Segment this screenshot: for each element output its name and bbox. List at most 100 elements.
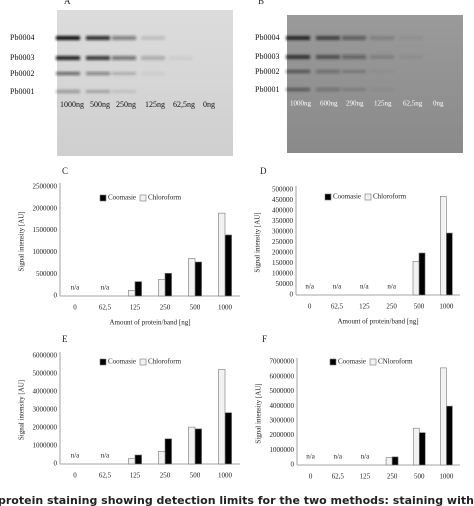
- lane-label: 62,5ng: [173, 100, 195, 109]
- y-tick-label: 450000: [272, 196, 294, 204]
- gel-band: [286, 36, 310, 40]
- y-tick-label: 7000000: [270, 358, 295, 366]
- legend-label: Coomasie: [108, 194, 136, 202]
- y-tick-label: 500000: [36, 270, 58, 278]
- bar: [164, 273, 172, 297]
- gel-band: [286, 88, 310, 91]
- x-tick-label: 1000: [218, 304, 233, 312]
- bar: [224, 234, 232, 297]
- lane-label: 290ng: [346, 100, 364, 108]
- bar: [134, 281, 142, 297]
- annotation: n/a: [101, 452, 110, 460]
- legend-label: Chloroform: [373, 193, 407, 201]
- legend-swatch: [369, 358, 377, 366]
- bar: [446, 232, 453, 296]
- y-axis-label: Signal intensity [AU]: [18, 380, 26, 440]
- x-tick-label: 125: [130, 472, 141, 480]
- y-tick-label: 2500000: [33, 183, 58, 191]
- gel-band: [141, 36, 165, 40]
- gel-b-bands: [286, 36, 423, 91]
- bar: [440, 367, 447, 466]
- lane-label: 125ng: [145, 100, 165, 109]
- protein-label: Pb0003: [10, 53, 34, 62]
- y-tick-label: 4000000: [270, 402, 295, 410]
- protein-label: Pb0001: [10, 87, 34, 96]
- gel-band: [86, 90, 110, 93]
- annotation: n/a: [71, 452, 80, 460]
- y-tick-label: 5000000: [270, 387, 295, 395]
- y-tick-label: 2000000: [33, 204, 58, 212]
- gel-band: [86, 56, 110, 60]
- y-axis-label: Signal intensity [AU]: [254, 212, 262, 272]
- panel-label: F: [262, 334, 267, 344]
- lane-label: 600ng: [320, 100, 338, 108]
- bar: [128, 290, 136, 297]
- y-tick-label: 300000: [272, 228, 294, 236]
- gel-band: [286, 70, 310, 73]
- panel-label: C: [62, 166, 68, 176]
- protein-label: Pb0002: [255, 67, 279, 76]
- y-tick-label: 0: [290, 291, 294, 299]
- bar: [412, 427, 420, 466]
- lane-label: 500ng: [90, 100, 110, 109]
- annotation: n/a: [306, 453, 315, 461]
- x-tick-label: 0: [73, 472, 77, 480]
- gel-band: [141, 72, 165, 75]
- lane-label: 1000ng: [290, 100, 312, 108]
- annotation: n/a: [387, 283, 396, 291]
- legend-swatch: [329, 358, 337, 366]
- gel-band: [56, 56, 80, 60]
- x-tick-label: 62,5: [99, 472, 112, 480]
- y-tick-label: 0: [291, 461, 295, 469]
- gel-band: [370, 36, 394, 40]
- panel-label: E: [62, 334, 68, 344]
- y-tick-label: 0: [54, 460, 58, 468]
- legend-swatch: [324, 193, 332, 201]
- gel-band: [370, 70, 394, 73]
- legend-swatch: [99, 358, 107, 366]
- annotation: n/a: [361, 453, 370, 461]
- y-tick-label: 3000000: [33, 406, 58, 414]
- lane-label: 62,5ng: [403, 100, 423, 108]
- y-tick-label: 1000000: [33, 442, 58, 450]
- annotation: n/a: [360, 283, 369, 291]
- annotation: n/a: [101, 284, 110, 292]
- gel-band: [56, 90, 80, 93]
- protein-label: Pb0004: [10, 33, 34, 42]
- legend-label: Coomasie: [108, 358, 136, 366]
- annotation: n/a: [333, 453, 342, 461]
- legend-swatch: [139, 358, 147, 366]
- bar: [158, 279, 166, 297]
- x-tick-label: 250: [386, 303, 397, 311]
- lane-label: 125ng: [374, 100, 392, 108]
- gel-band: [399, 36, 423, 40]
- gel-band: [112, 72, 136, 75]
- lane-label: 1000ng: [60, 100, 84, 109]
- legend-swatch: [364, 193, 372, 201]
- y-axis-label: Signal intensity [AU]: [18, 211, 26, 271]
- x-tick-label: 500: [414, 303, 425, 311]
- gel-band: [370, 55, 394, 59]
- bar: [446, 405, 453, 466]
- legend-label: Coomasie: [338, 358, 366, 366]
- bar: [188, 426, 196, 465]
- gel-band: [56, 72, 80, 75]
- y-tick-label: 250000: [272, 238, 294, 246]
- y-tick-label: 400000: [272, 207, 294, 215]
- legend-label: Chloroform: [148, 358, 182, 366]
- gel-a: [57, 10, 233, 156]
- legend-label: Coomasie: [333, 193, 361, 201]
- gel-band: [56, 36, 80, 40]
- panel-label: B: [258, 0, 264, 6]
- bar: [418, 252, 426, 296]
- legend-label: Chloroform: [148, 194, 182, 202]
- bar: [412, 261, 420, 296]
- y-axis-label: Signal intensity [AU]: [255, 383, 263, 443]
- gel-band: [316, 70, 340, 73]
- bar: [128, 458, 136, 465]
- gel-band: [112, 90, 136, 93]
- y-tick-label: 2000000: [33, 424, 58, 432]
- y-tick-label: 0: [54, 292, 58, 300]
- y-tick-label: 50000: [276, 280, 294, 288]
- gel-band: [342, 36, 366, 40]
